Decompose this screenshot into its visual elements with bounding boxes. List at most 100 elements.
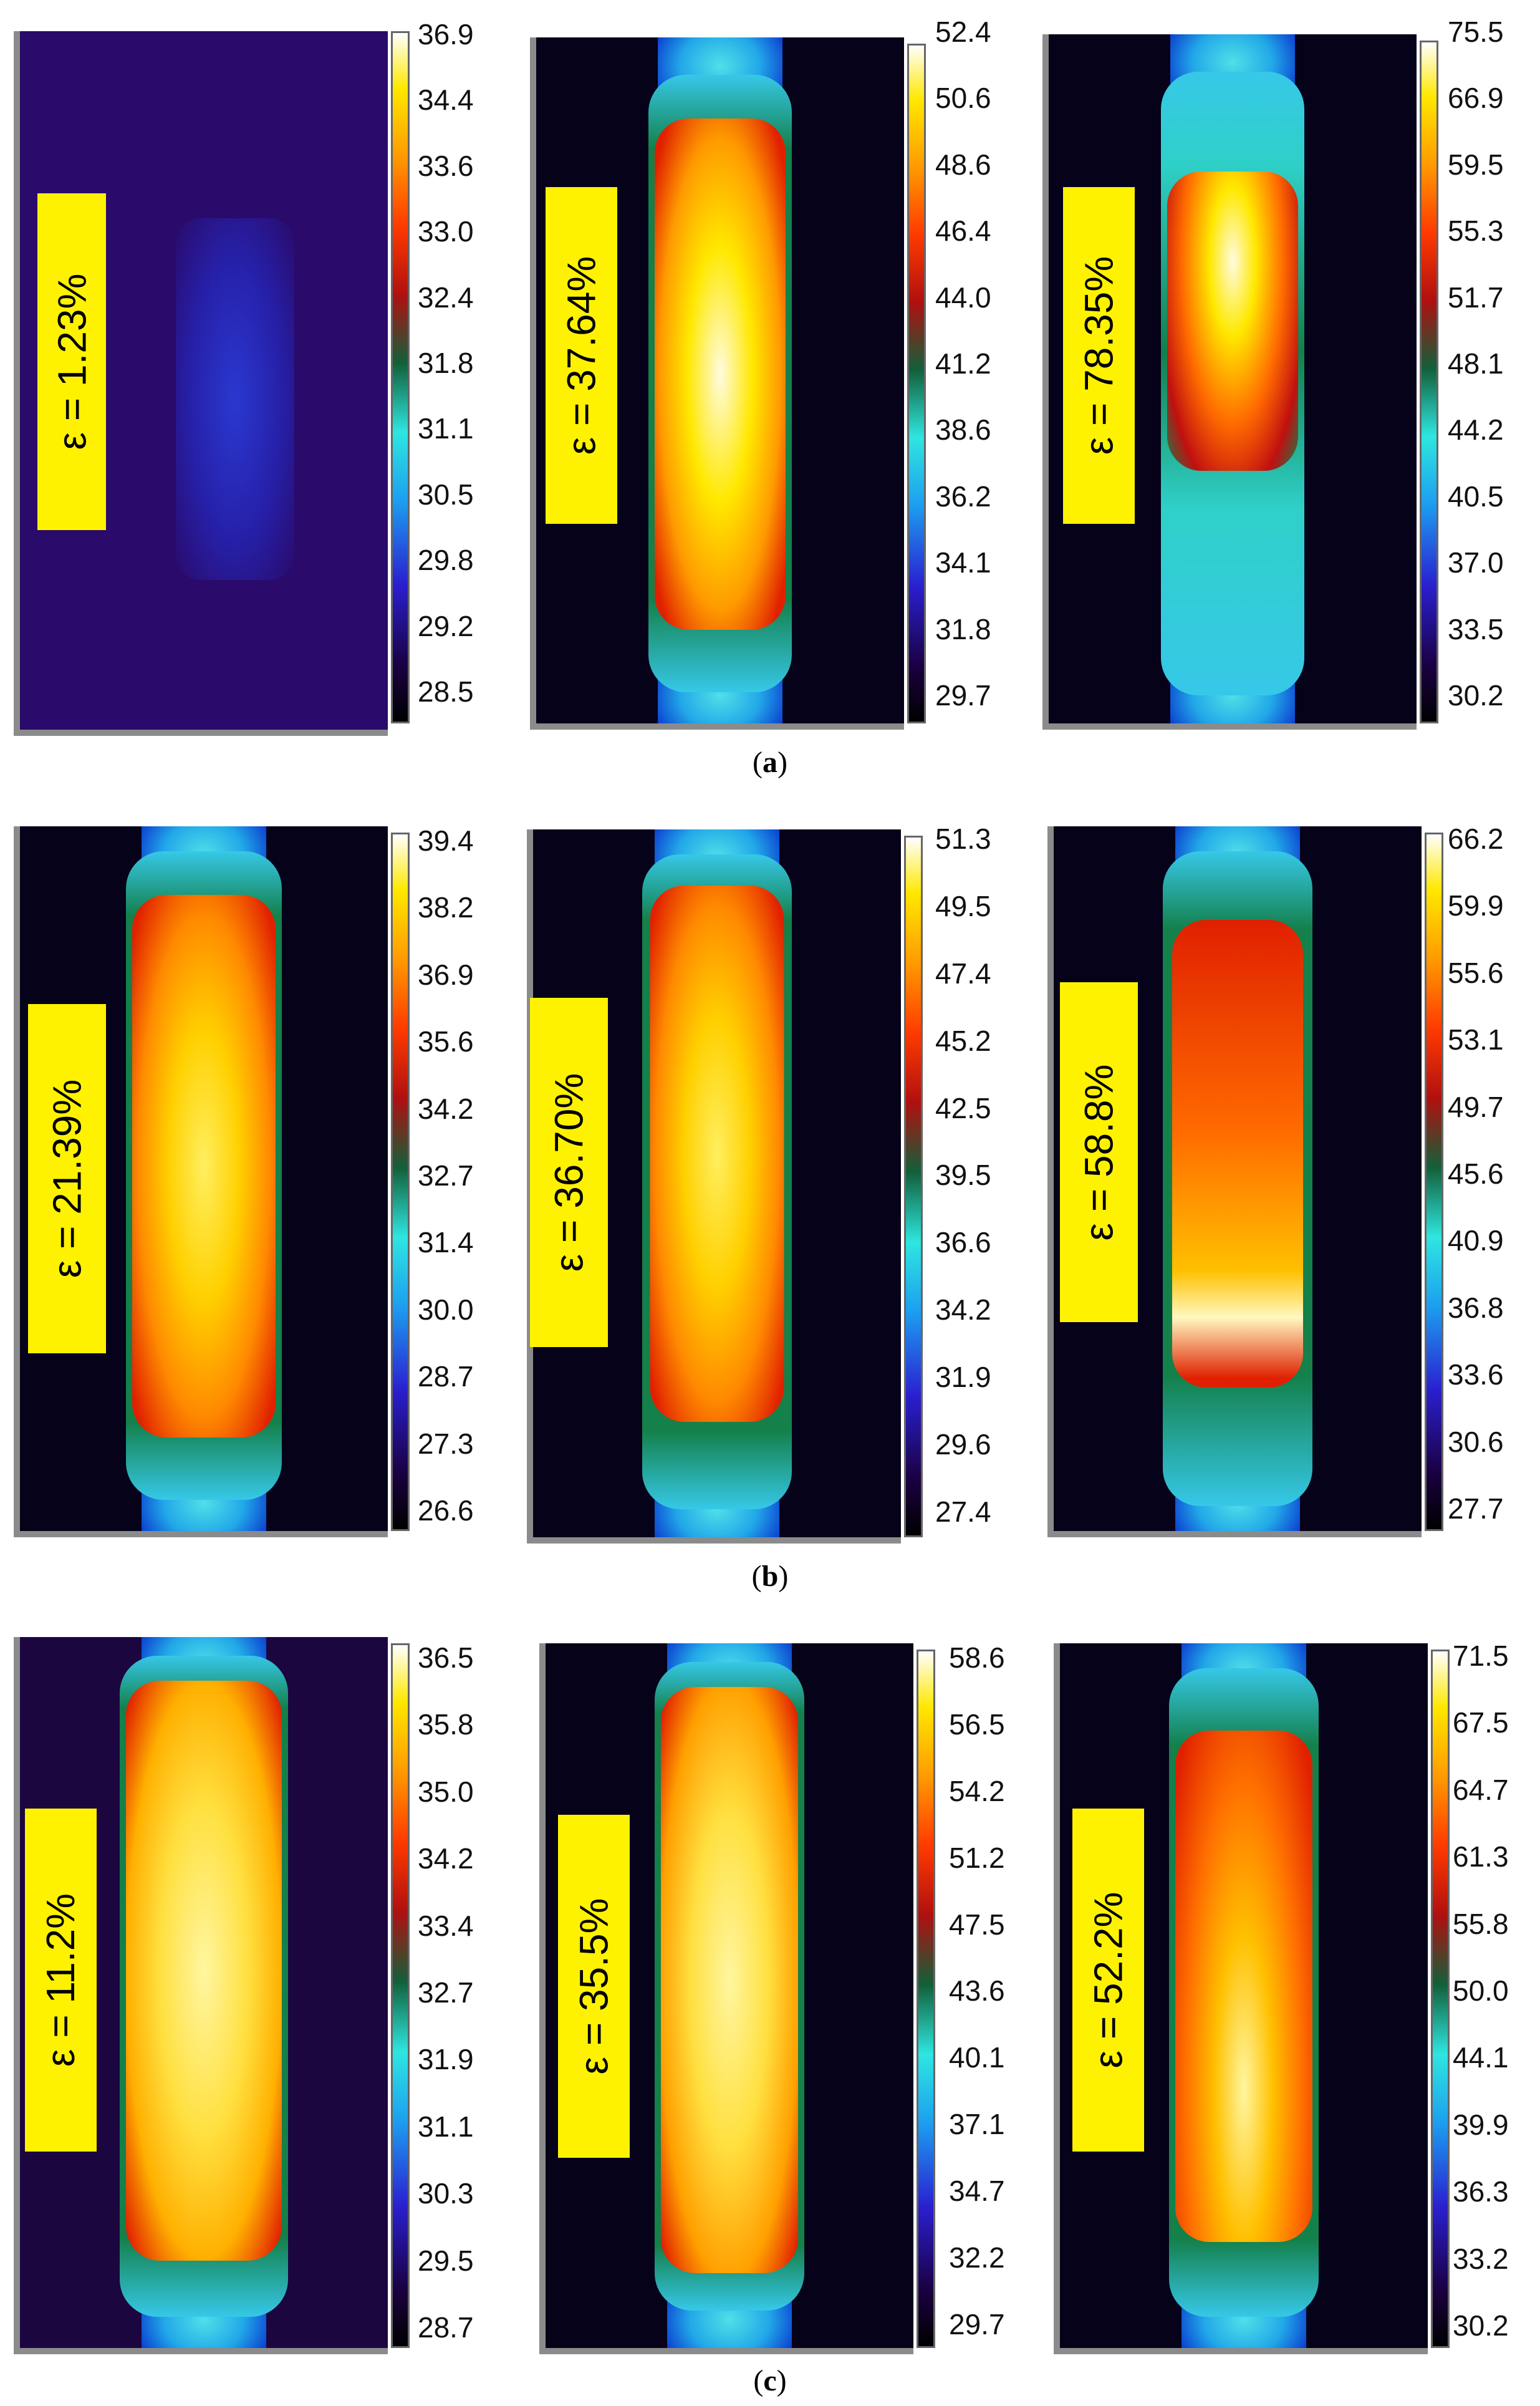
tick-label: 55.6 [1448, 956, 1504, 989]
tick-label: 27.4 [935, 1495, 991, 1528]
tick-label: 30.5 [418, 478, 474, 511]
strain-label: ε = 58.8% [1060, 982, 1138, 1322]
tick-label: 31.9 [935, 1361, 991, 1394]
tick-label: 49.5 [935, 889, 991, 922]
tick-label: 32.4 [418, 281, 474, 314]
strain-label: ε = 37.64% [546, 187, 617, 524]
tick-label: 34.4 [418, 84, 474, 117]
tick-label: 31.9 [418, 2043, 474, 2076]
row-a: 36.9 34.4 33.6 33.0 32.4 31.8 31.1 30.5 … [0, 0, 1540, 786]
tick-label: 26.6 [418, 1494, 474, 1527]
specimen-hot-zone [1172, 920, 1303, 1388]
tick-label: 59.9 [1448, 889, 1504, 922]
tick-label: 66.2 [1448, 823, 1504, 855]
tick-label: 36.2 [935, 480, 991, 513]
thermal-image [14, 826, 388, 1537]
colorbar-ticks: 52.4 50.6 48.6 46.4 44.0 41.2 38.6 36.2 … [935, 17, 991, 710]
colorbar-ticks: 36.5 35.8 35.0 34.2 33.4 32.7 31.9 31.1 … [418, 1643, 474, 2342]
tick-label: 33.6 [418, 149, 474, 182]
tick-label: 40.9 [1448, 1224, 1504, 1257]
tick-label: 47.4 [935, 957, 991, 990]
tick-label: 29.2 [418, 609, 474, 642]
tick-label: 71.5 [1453, 1640, 1509, 1672]
specimen-cool-region [176, 218, 294, 580]
colorbar [391, 31, 410, 723]
tick-label: 34.7 [949, 2175, 1005, 2208]
tick-label: 67.5 [1453, 1706, 1509, 1739]
tick-label: 51.2 [949, 1841, 1005, 1874]
colorbar-ticks: 36.9 34.4 33.6 33.0 32.4 31.8 31.1 30.5 … [418, 20, 474, 706]
tick-label: 55.8 [1453, 1907, 1509, 1940]
colorbar-ticks: 51.3 49.5 47.4 45.2 42.5 39.5 36.6 34.2 … [935, 824, 991, 1526]
thermogram-panel [530, 37, 929, 730]
tick-label: 30.2 [1448, 679, 1504, 712]
tick-label: 51.3 [935, 823, 991, 855]
tick-label: 47.5 [949, 1908, 1005, 1941]
tick-label: 34.2 [935, 1293, 991, 1326]
tick-label: 34.1 [935, 546, 991, 579]
specimen-hot-zone [650, 886, 784, 1422]
tick-label: 31.8 [935, 612, 991, 645]
strain-label: ε = 21.39% [28, 1004, 106, 1353]
thermogram-panel [14, 1637, 413, 2354]
caption-b: (b) [751, 1560, 789, 1593]
tick-label: 64.7 [1453, 1773, 1509, 1806]
tick-label: 31.4 [418, 1226, 474, 1259]
strain-label: ε = 52.2% [1072, 1809, 1144, 2152]
tick-label: 50.6 [935, 82, 991, 115]
tick-label: 31.1 [418, 2110, 474, 2143]
strain-label: ε = 11.2% [25, 1809, 97, 2152]
tick-label: 33.6 [1448, 1358, 1504, 1391]
specimen-hot-zone [1167, 172, 1298, 471]
thermal-image [1042, 34, 1417, 730]
tick-label: 54.2 [949, 1774, 1005, 1807]
tick-label: 41.2 [935, 347, 991, 380]
tick-label: 36.5 [418, 1641, 474, 1674]
tick-label: 30.2 [1453, 2309, 1509, 2342]
caption-a: (a) [753, 746, 787, 779]
colorbar [391, 1643, 410, 2348]
colorbar [917, 1650, 935, 2348]
tick-label: 66.9 [1448, 82, 1504, 115]
tick-label: 44.2 [1448, 413, 1504, 447]
tick-label: 40.5 [1448, 480, 1504, 513]
tick-label: 29.7 [935, 679, 991, 712]
tick-label: 28.7 [418, 2311, 474, 2344]
tick-label: 37.0 [1448, 546, 1504, 579]
tick-label: 37.1 [949, 2108, 1005, 2141]
colorbar [391, 833, 410, 1531]
tick-label: 29.7 [949, 2307, 1005, 2341]
tick-label: 45.2 [935, 1024, 991, 1057]
tick-label: 55.3 [1448, 215, 1504, 248]
specimen-hot-zone [661, 1687, 798, 2273]
tick-label: 31.8 [418, 346, 474, 379]
tick-label: 38.6 [935, 413, 991, 447]
tick-label: 35.0 [418, 1775, 474, 1808]
specimen-hot-zone [655, 118, 786, 630]
tick-label: 42.5 [935, 1091, 991, 1124]
tick-label: 52.4 [935, 16, 991, 48]
tick-label: 43.6 [949, 1974, 1005, 2007]
tick-label: 48.1 [1448, 347, 1504, 380]
tick-label: 58.6 [949, 1641, 1005, 1674]
tick-label: 51.7 [1448, 281, 1504, 314]
tick-label: 36.9 [418, 18, 474, 51]
tick-label: 48.6 [935, 148, 991, 181]
tick-label: 39.4 [418, 824, 474, 857]
caption-c: (c) [753, 2364, 787, 2397]
tick-label: 30.6 [1448, 1425, 1504, 1458]
strain-label: ε = 1.23% [37, 193, 106, 530]
colorbar [1431, 1650, 1450, 2348]
strain-label: ε = 78.35% [1063, 187, 1135, 524]
tick-label: 33.4 [418, 1909, 474, 1942]
tick-label: 30.0 [418, 1293, 474, 1326]
colorbar [1420, 41, 1438, 723]
specimen-hot-zone [126, 1681, 282, 2261]
tick-label: 36.3 [1453, 2175, 1509, 2208]
tick-label: 28.7 [418, 1360, 474, 1393]
tick-label: 49.7 [1448, 1090, 1504, 1123]
colorbar-ticks: 66.2 59.9 55.6 53.1 49.7 45.6 40.9 36.8 … [1448, 824, 1504, 1523]
colorbar-ticks: 58.6 56.5 54.2 51.2 47.5 43.6 40.1 37.1 … [949, 1643, 1005, 2339]
colorbar [904, 836, 923, 1537]
tick-label: 32.2 [949, 2241, 1005, 2274]
